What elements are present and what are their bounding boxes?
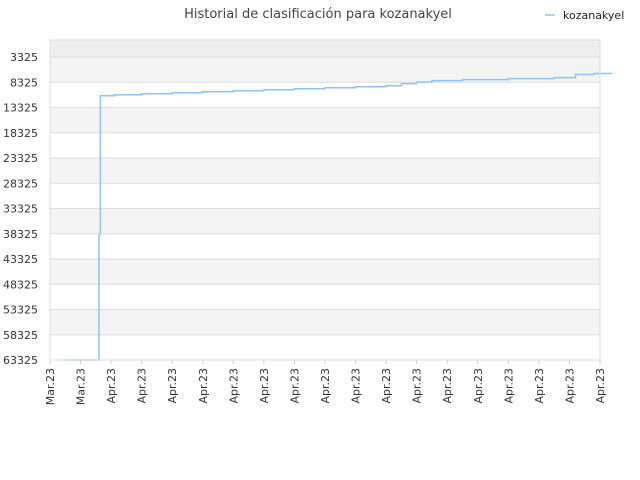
grid-lines	[50, 56, 600, 361]
y-axis-ticks: 3325 8325 13325 18325 23325 28325 33325 38325 43…	[3, 51, 38, 367]
plot-frame	[49, 39, 601, 361]
x-tick-label: Mar.23	[75, 368, 88, 405]
y-tick-label: 3325	[10, 51, 38, 64]
chart-title: Historial de clasificación para kozanaky…	[184, 7, 452, 22]
x-tick-label: Apr.23	[197, 368, 210, 404]
y-tick-label: 13325	[3, 102, 38, 115]
series-line-kozanakyel	[65, 72, 613, 361]
grid-band	[50, 284, 600, 310]
x-tick-label: Apr.23	[319, 368, 332, 404]
x-axis-ticks: Mar.23 Mar.23 Apr.23 Apr.23 Apr.23 Apr.23 Apr.…	[44, 360, 607, 405]
x-tick-label: Apr.23	[563, 368, 576, 404]
y-tick-label: 43325	[3, 253, 38, 266]
grid-band	[50, 132, 600, 158]
x-tick-label: Apr.23	[594, 368, 607, 404]
grid-band	[50, 107, 600, 133]
y-tick-label: 23325	[3, 152, 38, 165]
x-tick-label: Apr.23	[258, 368, 271, 404]
legend-label: kozanakyel	[563, 9, 624, 22]
x-tick-label: Mar.23	[44, 368, 57, 405]
x-tick-label: Apr.23	[472, 368, 485, 404]
grid-band	[50, 158, 600, 184]
grid-band	[50, 183, 600, 209]
grid-band	[50, 40, 600, 57]
y-tick-label: 58325	[3, 329, 38, 342]
grid-band	[50, 334, 600, 360]
y-tick-label: 28325	[3, 177, 38, 190]
x-tick-label: Apr.23	[227, 368, 240, 404]
grid-bands	[50, 40, 600, 360]
legend: kozanakyel	[545, 9, 624, 22]
x-tick-label: Apr.23	[411, 368, 424, 404]
x-tick-label: Apr.23	[502, 368, 515, 404]
y-tick-label: 8325	[10, 76, 38, 89]
x-tick-label: Apr.23	[288, 368, 301, 404]
y-tick-label: 33325	[3, 203, 38, 216]
x-tick-label: Apr.23	[441, 368, 454, 404]
grid-band	[50, 208, 600, 234]
x-tick-label: Apr.23	[136, 368, 149, 404]
y-tick-label: 63325	[3, 354, 38, 367]
series-layer	[65, 72, 613, 361]
x-tick-label: Apr.23	[105, 368, 118, 404]
y-tick-label: 18325	[3, 127, 38, 140]
y-tick-label: 38325	[3, 228, 38, 241]
grid-band	[50, 309, 600, 335]
grid-band	[50, 259, 600, 285]
grid-band	[50, 233, 600, 259]
x-tick-label: Apr.23	[350, 368, 363, 404]
x-tick-label: Apr.23	[166, 368, 179, 404]
x-tick-label: Apr.23	[533, 368, 546, 404]
y-tick-label: 53325	[3, 304, 38, 317]
x-tick-label: Apr.23	[380, 368, 393, 404]
y-tick-label: 48325	[3, 278, 38, 291]
